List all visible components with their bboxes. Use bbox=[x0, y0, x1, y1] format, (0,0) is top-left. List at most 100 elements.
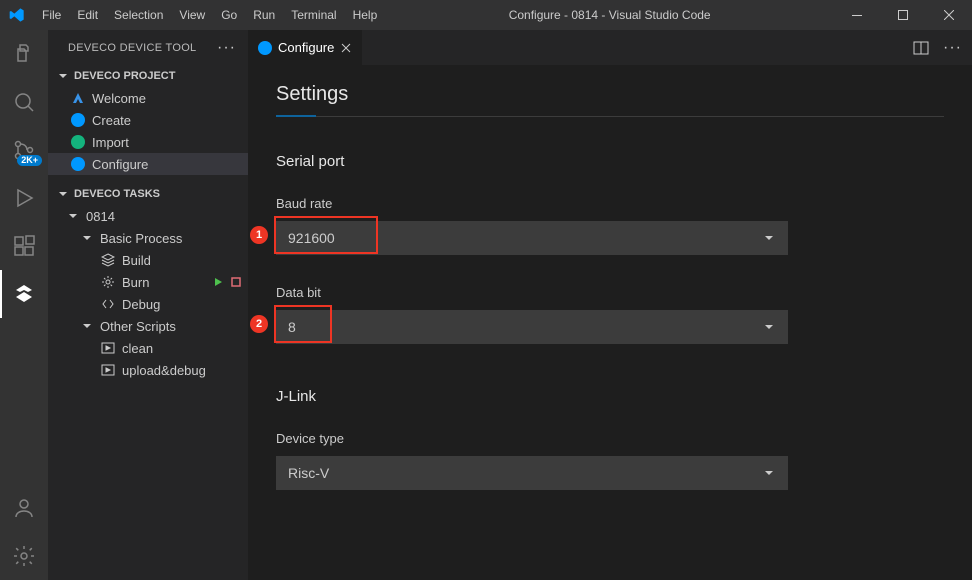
task-label: upload&debug bbox=[122, 363, 206, 378]
sidebar-item-configure[interactable]: Configure bbox=[48, 153, 248, 175]
menu-go[interactable]: Go bbox=[213, 0, 245, 30]
settings-heading: Settings bbox=[276, 83, 944, 116]
task-burn[interactable]: Burn bbox=[48, 271, 248, 293]
section-heading: J-Link bbox=[276, 388, 944, 405]
task-clean[interactable]: clean bbox=[48, 337, 248, 359]
menu-selection[interactable]: Selection bbox=[106, 0, 171, 30]
field-label: Baud rate bbox=[276, 196, 944, 211]
configure-icon bbox=[70, 156, 86, 172]
split-editor-icon[interactable] bbox=[913, 40, 929, 56]
editor-area: Configure ··· Settings Serial port Bau bbox=[248, 30, 972, 580]
baud-rate-field: Baud rate 921600 1 bbox=[276, 196, 944, 255]
sidebar-item-import[interactable]: Import bbox=[48, 131, 248, 153]
window-controls bbox=[834, 0, 972, 30]
section-title-label: DEVECO TASKS bbox=[74, 188, 160, 200]
data-bit-select[interactable]: 8 bbox=[276, 310, 788, 344]
select-value: 921600 bbox=[288, 230, 335, 246]
chevron-down-icon bbox=[80, 231, 94, 245]
field-label: Data bit bbox=[276, 285, 944, 300]
source-control-badge: 2K+ bbox=[17, 155, 42, 166]
select-value: 8 bbox=[288, 319, 296, 335]
chevron-down-icon bbox=[762, 320, 776, 334]
menubar: File Edit Selection View Go Run Terminal… bbox=[34, 0, 385, 30]
baud-rate-select[interactable]: 921600 bbox=[276, 221, 788, 255]
select-value: Risc-V bbox=[288, 465, 329, 481]
task-label: Debug bbox=[122, 297, 160, 312]
task-upload-debug[interactable]: upload&debug bbox=[48, 359, 248, 381]
section-deveco-tasks[interactable]: DEVECO TASKS bbox=[48, 183, 248, 205]
activity-source-control-icon[interactable]: 2K+ bbox=[0, 126, 48, 174]
sidebar-item-create[interactable]: Create bbox=[48, 109, 248, 131]
chevron-down-icon bbox=[762, 466, 776, 480]
tab-configure[interactable]: Configure bbox=[248, 30, 363, 65]
chevron-down-icon bbox=[56, 187, 70, 201]
tab-close-icon[interactable] bbox=[340, 42, 352, 54]
task-build[interactable]: Build bbox=[48, 249, 248, 271]
menu-edit[interactable]: Edit bbox=[69, 0, 106, 30]
sidebar-header: DEVECO DEVICE TOOL ··· bbox=[48, 30, 248, 65]
section-title-label: DEVECO PROJECT bbox=[74, 70, 175, 82]
device-type-select[interactable]: Risc-V bbox=[276, 456, 788, 490]
layers-icon bbox=[100, 252, 116, 268]
sidebar-item-label: Welcome bbox=[92, 91, 146, 106]
section-deveco-project[interactable]: DEVECO PROJECT bbox=[48, 65, 248, 87]
run-script-icon bbox=[100, 340, 116, 356]
task-label: Build bbox=[122, 253, 151, 268]
close-button[interactable] bbox=[926, 0, 972, 30]
gear-icon bbox=[100, 274, 116, 290]
field-label: Device type bbox=[276, 431, 944, 446]
tree-node-basic-process[interactable]: Basic Process bbox=[48, 227, 248, 249]
menu-view[interactable]: View bbox=[171, 0, 213, 30]
sidebar-item-label: Configure bbox=[92, 157, 148, 172]
window-title: Configure - 0814 - Visual Studio Code bbox=[385, 8, 834, 22]
titlebar: File Edit Selection View Go Run Terminal… bbox=[0, 0, 972, 30]
activity-deveco-icon[interactable] bbox=[0, 270, 48, 318]
sidebar-item-welcome[interactable]: Welcome bbox=[48, 87, 248, 109]
sidebar-item-label: Import bbox=[92, 135, 129, 150]
settings-tab-underline bbox=[276, 116, 944, 117]
task-debug[interactable]: Debug bbox=[48, 293, 248, 315]
task-label: clean bbox=[122, 341, 153, 356]
activity-bar: 2K+ bbox=[0, 30, 48, 580]
maximize-button[interactable] bbox=[880, 0, 926, 30]
section-heading: Serial port bbox=[276, 153, 944, 170]
tab-icon bbox=[258, 41, 272, 55]
activity-explorer-icon[interactable] bbox=[0, 30, 48, 78]
menu-terminal[interactable]: Terminal bbox=[283, 0, 344, 30]
activity-settings-icon[interactable] bbox=[0, 532, 48, 580]
welcome-icon bbox=[70, 90, 86, 106]
menu-file[interactable]: File bbox=[34, 0, 69, 30]
menu-run[interactable]: Run bbox=[245, 0, 283, 30]
sidebar-title: DEVECO DEVICE TOOL bbox=[68, 42, 196, 54]
run-task-icon[interactable] bbox=[212, 276, 224, 288]
tree-node-root[interactable]: 0814 bbox=[48, 205, 248, 227]
tree-node-label: Basic Process bbox=[100, 231, 182, 246]
activity-accounts-icon[interactable] bbox=[0, 484, 48, 532]
data-bit-field: Data bit 8 2 bbox=[276, 285, 944, 344]
more-actions-icon[interactable]: ··· bbox=[943, 39, 962, 57]
tab-label: Configure bbox=[278, 40, 334, 55]
chevron-down-icon bbox=[56, 69, 70, 83]
tree-node-label: 0814 bbox=[86, 209, 115, 224]
code-icon bbox=[100, 296, 116, 312]
sidebar-item-label: Create bbox=[92, 113, 131, 128]
import-icon bbox=[70, 134, 86, 150]
menu-help[interactable]: Help bbox=[345, 0, 386, 30]
callout-badge: 1 bbox=[250, 226, 268, 244]
stop-task-icon[interactable] bbox=[230, 276, 242, 288]
device-type-field: Device type Risc-V bbox=[276, 431, 944, 490]
tree-node-other-scripts[interactable]: Other Scripts bbox=[48, 315, 248, 337]
sidebar-more-icon[interactable]: ··· bbox=[217, 39, 236, 57]
activity-run-debug-icon[interactable] bbox=[0, 174, 48, 222]
minimize-button[interactable] bbox=[834, 0, 880, 30]
project-tree: Welcome Create Import Configure bbox=[48, 87, 248, 183]
settings-panel: Settings Serial port Baud rate 921600 1 bbox=[248, 65, 972, 520]
tree-node-label: Other Scripts bbox=[100, 319, 176, 334]
activity-search-icon[interactable] bbox=[0, 78, 48, 126]
jlink-section: J-Link Device type Risc-V bbox=[276, 388, 944, 490]
vscode-logo-icon bbox=[0, 7, 34, 23]
chevron-down-icon bbox=[66, 209, 80, 223]
activity-extensions-icon[interactable] bbox=[0, 222, 48, 270]
chevron-down-icon bbox=[80, 319, 94, 333]
editor-tabs: Configure ··· bbox=[248, 30, 972, 65]
